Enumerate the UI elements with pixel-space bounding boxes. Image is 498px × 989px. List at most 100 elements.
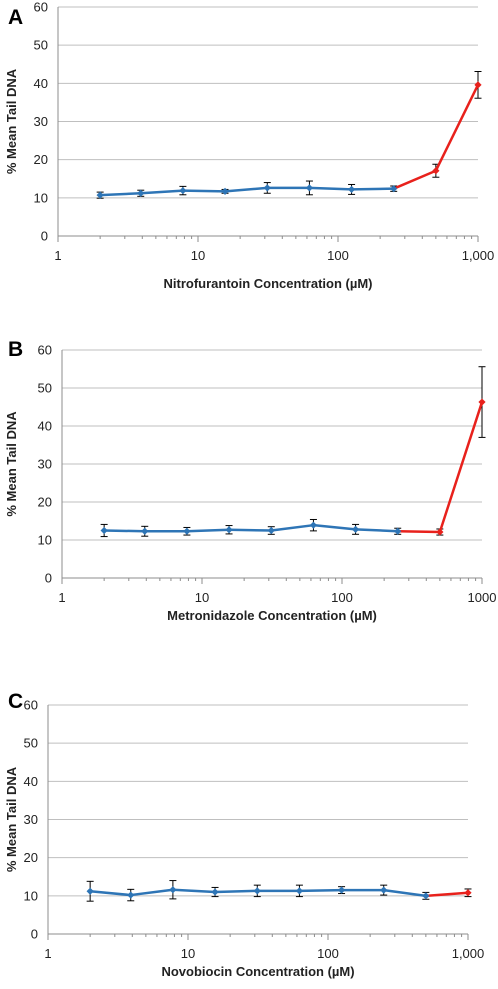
data-point: [169, 886, 177, 894]
series-line-segment: [298, 888, 343, 893]
y-tick-label: 20: [24, 850, 38, 865]
x-tick-label: 1,000: [462, 248, 495, 263]
x-axis-title: Novobiocin Concentration (µM): [161, 964, 354, 979]
series-line-segment: [382, 888, 428, 898]
data-point: [127, 891, 135, 899]
data-point: [380, 886, 388, 894]
y-tick-label: 10: [24, 888, 38, 903]
data-point: [137, 189, 145, 197]
y-tick-label: 50: [38, 381, 52, 396]
data-point: [225, 526, 233, 534]
series-line-segment: [223, 186, 269, 193]
data-point: [422, 892, 430, 900]
series-line-segment: [424, 891, 470, 898]
y-tick-label: 10: [38, 533, 52, 548]
series-line-segment: [185, 528, 231, 533]
data-point: [100, 526, 108, 535]
series-line-segment: [308, 186, 353, 191]
series-line-segment: [102, 529, 146, 533]
series-line-segment: [396, 530, 442, 534]
panel-label: C: [8, 690, 23, 713]
y-tick-label: 10: [34, 190, 48, 205]
x-tick-label: 1: [54, 248, 61, 263]
y-tick-label: 20: [34, 152, 48, 167]
series-line-segment: [129, 888, 175, 897]
series-line-segment: [139, 189, 185, 195]
y-tick-label: 40: [34, 76, 48, 91]
y-tick-label: 50: [34, 38, 48, 53]
panel-label: B: [8, 338, 23, 361]
x-tick-label: 100: [327, 248, 349, 263]
y-tick-label: 60: [34, 0, 48, 15]
series-line-segment: [438, 400, 484, 534]
y-tick-label: 0: [45, 571, 52, 586]
data-point: [221, 187, 229, 195]
x-tick-label: 1,000: [452, 946, 485, 961]
data-point: [179, 186, 187, 195]
data-point: [351, 525, 360, 533]
series-line-segment: [171, 888, 217, 894]
y-tick-label: 60: [38, 343, 52, 358]
x-axis-title: Metronidazole Concentration (µM): [167, 608, 377, 623]
series-line-segment: [350, 187, 395, 191]
series-line-segment: [434, 83, 480, 172]
series-line-segment: [354, 528, 399, 533]
x-tick-label: 1000: [468, 590, 497, 605]
y-tick-label: 40: [24, 774, 38, 789]
x-tick-label: 100: [331, 590, 353, 605]
y-tick-label: 50: [24, 736, 38, 751]
x-tick-label: 10: [195, 590, 209, 605]
x-tick-label: 1: [44, 946, 51, 961]
panel-label: A: [8, 6, 23, 29]
data-point: [263, 184, 271, 192]
data-point: [436, 528, 444, 536]
data-point: [390, 185, 398, 193]
data-point: [295, 887, 304, 895]
data-point: [478, 398, 486, 406]
series-line-segment: [88, 890, 132, 897]
chart-panel-a: 0 10 20 30 40 50 60 1 10 100 1,000 % Mean Tail DNA N…: [4, 0, 494, 291]
y-tick-label: 30: [34, 114, 48, 129]
data-point: [347, 185, 356, 194]
data-point: [394, 527, 402, 535]
series-line-segment: [270, 523, 315, 532]
y-axis-title: % Mean Tail DNA: [4, 68, 19, 174]
x-tick-label: 100: [317, 946, 339, 961]
y-tick-label: 40: [38, 419, 52, 434]
x-tick-label: 10: [181, 946, 195, 961]
data-point: [141, 527, 149, 535]
data-point: [253, 887, 261, 895]
x-axis-title: Nitrofurantoin Concentration (µM): [164, 276, 373, 291]
data-point: [309, 521, 318, 529]
y-tick-label: 0: [31, 927, 38, 942]
series-line-segment: [181, 189, 227, 193]
data-point: [432, 167, 440, 175]
data-point: [96, 191, 104, 199]
y-axis-title: % Mean Tail DNA: [4, 411, 19, 517]
series-line-segment: [98, 192, 142, 197]
y-axis-title: % Mean Tail DNA: [4, 766, 19, 872]
data-point: [305, 184, 314, 192]
series-line-segment: [213, 889, 259, 894]
y-tick-label: 60: [24, 698, 38, 713]
series-line-segment: [312, 523, 357, 531]
y-tick-label: 20: [38, 495, 52, 510]
chart-panel-b: 0 10 20 30 40 50 60 1 10 100 1000 % Mean Tail DNA Me…: [4, 338, 496, 623]
data-point: [337, 886, 346, 894]
y-tick-label: 30: [38, 457, 52, 472]
series-line-segment: [392, 169, 438, 190]
data-point: [474, 81, 482, 89]
data-point: [464, 889, 472, 897]
chart-panel-c: 0 10 20 30 40 50 60 1 10 100 1,000 % Mean Tail DNA N…: [4, 690, 484, 979]
data-point: [211, 888, 219, 896]
data-point: [267, 526, 275, 535]
y-tick-label: 30: [24, 812, 38, 827]
series-line-segment: [227, 528, 273, 532]
x-tick-label: 10: [191, 248, 205, 263]
data-point: [183, 527, 191, 535]
y-tick-label: 0: [41, 229, 48, 244]
data-point: [86, 887, 94, 895]
x-tick-label: 1: [58, 590, 65, 605]
